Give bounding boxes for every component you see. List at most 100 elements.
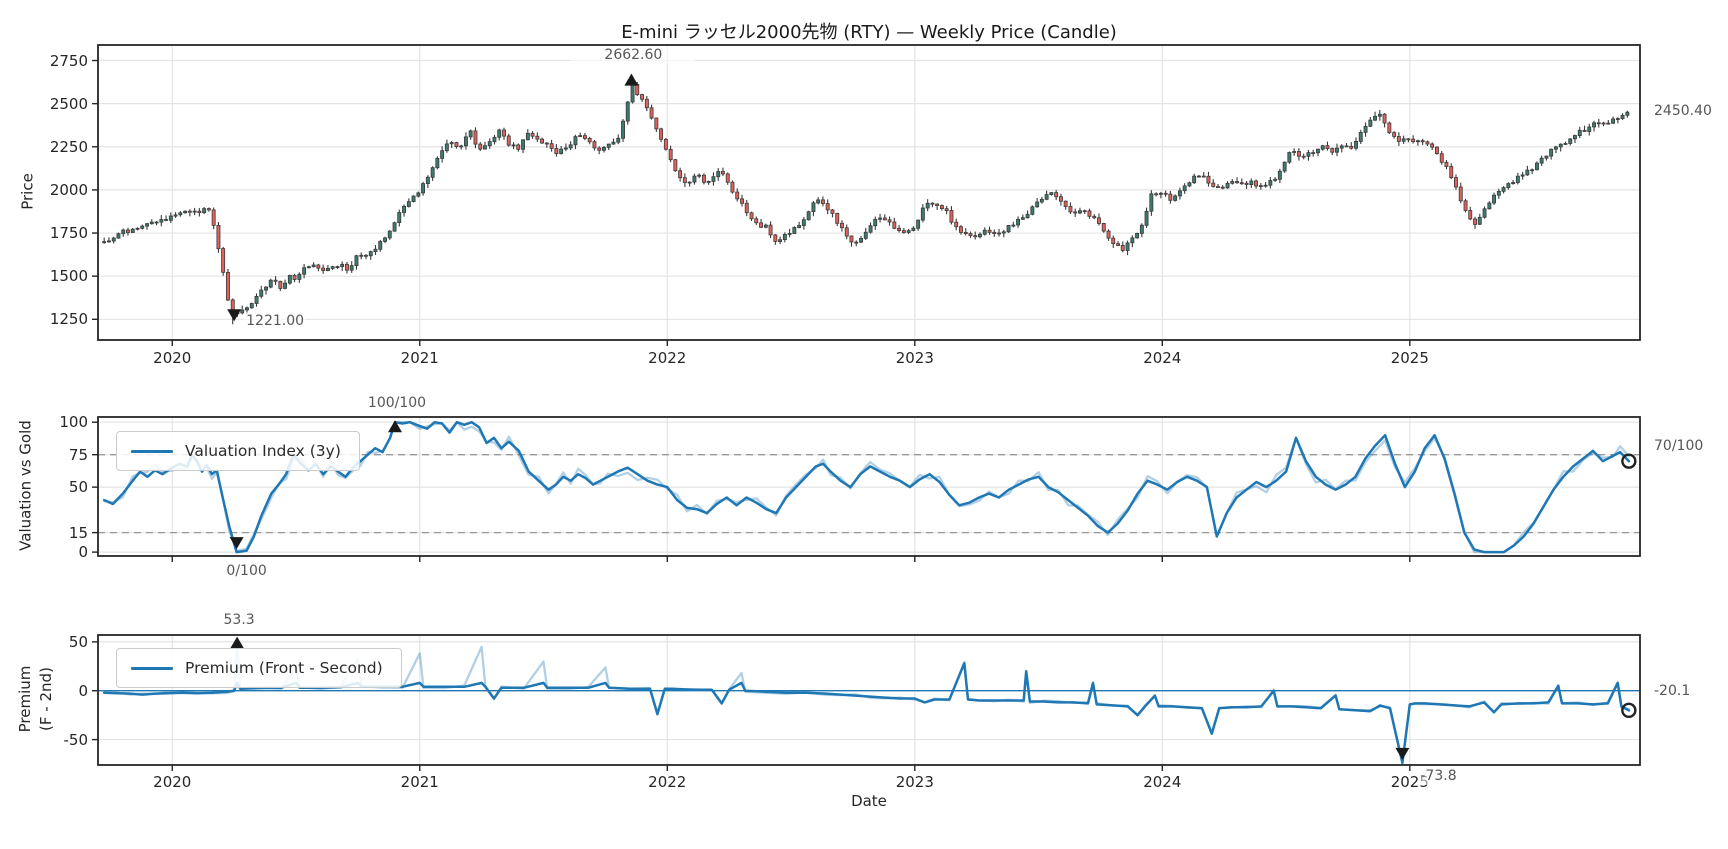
candle-body [1158, 192, 1163, 195]
candle-body [273, 279, 278, 282]
candle-body [659, 128, 663, 140]
candle-body [1368, 119, 1373, 127]
candle-body [554, 148, 559, 154]
candle-body [292, 274, 297, 280]
x-tick-label: 2025 [1390, 349, 1429, 367]
y-tick-label: 2000 [49, 180, 88, 199]
annotation-label: -20.1 [1652, 682, 1693, 701]
candle-body [1125, 242, 1130, 251]
candle-body [1163, 192, 1168, 195]
candle-body [1025, 213, 1030, 219]
candle-body [1301, 155, 1306, 158]
candle-body [463, 136, 468, 147]
candle-body [473, 130, 478, 145]
candle-body [216, 224, 221, 250]
candle-body [525, 132, 530, 141]
candle-body [1549, 148, 1554, 157]
candle-body [859, 237, 863, 243]
candle-body [1216, 186, 1220, 188]
candle-body [154, 221, 159, 224]
candle-body [892, 221, 897, 229]
candle-body [1444, 161, 1449, 167]
candle-body [587, 137, 592, 143]
candle-body [716, 171, 721, 178]
candle-body [1178, 190, 1182, 197]
candle-body [1473, 218, 1477, 225]
candle-body [107, 240, 111, 243]
candle-body [673, 159, 678, 172]
candle-body [173, 214, 178, 217]
candle-body [1625, 111, 1630, 116]
y-tick-label: 2250 [49, 137, 88, 156]
candle-body [863, 231, 868, 239]
candle-body [835, 212, 840, 224]
y-tick-label: 50 [68, 632, 88, 651]
candle-body [1435, 146, 1439, 155]
candle-body [1492, 194, 1496, 204]
candle-body [1573, 135, 1577, 140]
candle-body [982, 229, 987, 235]
candle-body [1244, 182, 1249, 185]
candle-body [997, 232, 1001, 235]
y-tick-label: -50 [63, 730, 89, 749]
candle-body [1335, 147, 1339, 153]
candle-body [749, 212, 754, 220]
annotation-label: 100/100 [335, 394, 459, 413]
candle-body [821, 199, 825, 204]
candle-body [1206, 175, 1211, 184]
candle-body [1130, 237, 1135, 244]
candle-body [801, 219, 806, 226]
candle-body [1135, 232, 1139, 239]
candle-body [1297, 151, 1301, 157]
candle-body [1197, 175, 1201, 178]
candle-body [1454, 177, 1458, 188]
x-tick-label: 2024 [1143, 773, 1182, 791]
candle-body [901, 230, 906, 233]
candle-body [359, 254, 364, 257]
candle-body [149, 221, 154, 225]
candle-body [1620, 114, 1625, 119]
candle-body [963, 231, 968, 234]
candle-body [830, 209, 835, 214]
candle-body [611, 141, 616, 145]
candle-body [1401, 138, 1406, 142]
candle-body [187, 210, 192, 213]
candle-body [1063, 200, 1068, 207]
candle-body [225, 271, 230, 301]
candle-body [302, 267, 307, 275]
chart-title: E-mini ラッセル2000先物 (RTY) — Weekly Price (… [621, 22, 1117, 43]
candle-body [1373, 115, 1377, 121]
candle-body [1249, 180, 1254, 185]
valuation-legend: Valuation Index (3y) [116, 431, 360, 471]
y-tick-label: 75 [68, 445, 88, 464]
panel-spine [97, 44, 1641, 341]
y-tick-label: 15 [68, 523, 88, 542]
candle-body [435, 157, 440, 169]
candle-body [1016, 218, 1020, 226]
candle-body [1182, 185, 1187, 192]
candle-body [935, 203, 940, 207]
candle-body [744, 202, 749, 214]
y-tick-label: 50 [68, 478, 88, 497]
candle-body [825, 203, 830, 211]
candle-body [854, 241, 859, 244]
candle-body [682, 177, 687, 183]
candle-body [102, 241, 107, 244]
candle-body [1520, 174, 1525, 177]
candle-body [287, 274, 292, 284]
candle-body [1263, 184, 1268, 187]
candle-body [264, 286, 268, 291]
candle-body [1325, 145, 1330, 149]
candle-body [1092, 215, 1097, 219]
candle-body [1087, 210, 1092, 217]
candle-body [878, 217, 882, 220]
x-tick-label: 2020 [153, 349, 192, 367]
candle-body [1477, 216, 1482, 225]
candle-body [868, 225, 873, 233]
y-tick-label: 100 [59, 413, 88, 432]
candle-body [1044, 194, 1049, 200]
candle-body [240, 309, 245, 314]
candle-body [920, 207, 925, 221]
candle-body [1406, 138, 1411, 141]
